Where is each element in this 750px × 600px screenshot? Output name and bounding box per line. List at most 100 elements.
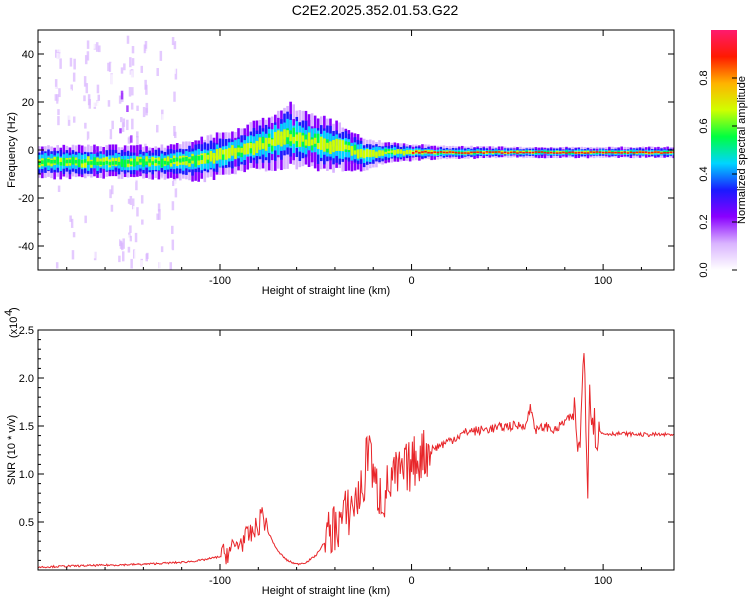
noise-cell xyxy=(170,57,174,68)
ridge-cell xyxy=(369,153,372,158)
noise-cell xyxy=(110,63,114,73)
ridge-cell xyxy=(580,151,584,154)
noise-cell xyxy=(69,57,73,67)
ridge-cell xyxy=(657,151,660,153)
noise-cell xyxy=(145,84,148,95)
ridge-cell xyxy=(87,156,90,165)
noise-cell xyxy=(70,84,73,91)
noise-cell xyxy=(126,105,129,113)
ridge-cell xyxy=(510,151,513,154)
ridge-cell xyxy=(408,151,412,154)
ridge-cell xyxy=(335,145,338,152)
noise-cell xyxy=(173,208,176,220)
ridge-cell xyxy=(215,155,219,161)
ridge-cell xyxy=(206,154,210,160)
noise-cell xyxy=(72,72,76,82)
ridge-cell xyxy=(139,158,142,163)
ridge-cell xyxy=(626,152,630,154)
x-axis-label: Height of straight line (km) xyxy=(262,285,390,297)
noise-cell xyxy=(130,102,134,110)
ridge-cell xyxy=(666,152,669,154)
ridge-cell xyxy=(525,151,528,154)
noise-cell xyxy=(158,208,161,220)
ridge-cell xyxy=(528,150,532,154)
ridge-cell xyxy=(218,148,222,159)
noise-cell xyxy=(109,189,112,199)
y-tick-label: 0 xyxy=(28,145,34,157)
ridge-cell xyxy=(353,144,357,154)
ridge-cell xyxy=(200,155,204,160)
ridge-cell xyxy=(53,159,56,164)
ridge-cell xyxy=(586,150,590,154)
noise-cell xyxy=(140,195,144,204)
ridge-cell xyxy=(99,161,102,165)
ridge-cell xyxy=(430,151,433,154)
ridge-cell xyxy=(93,160,96,165)
noise-cell xyxy=(156,68,159,77)
ridge-cell xyxy=(617,151,620,154)
ridge-cell xyxy=(326,142,329,149)
ridge-cell xyxy=(221,149,225,155)
noise-cell xyxy=(120,234,123,241)
y-tick-label: 40 xyxy=(22,49,34,61)
ridge-cell xyxy=(552,152,556,154)
x-tick-label: 0 xyxy=(408,575,414,587)
noise-cell xyxy=(55,69,58,77)
noise-cell xyxy=(126,119,129,131)
ridge-cell xyxy=(519,151,522,154)
ridge-cell xyxy=(543,151,547,154)
noise-cell xyxy=(86,51,90,61)
ridge-cell xyxy=(212,153,216,158)
ridge-cell xyxy=(80,159,84,168)
noise-cell xyxy=(135,242,138,252)
ridge-cell xyxy=(59,157,63,166)
noise-cell xyxy=(111,120,114,130)
ridge-cell xyxy=(71,160,75,164)
noise-cell xyxy=(110,102,113,110)
noise-cell xyxy=(57,32,61,39)
noise-cell xyxy=(174,188,178,198)
colorbar-tick-label: 0.0 xyxy=(698,262,710,277)
ridge-cell xyxy=(356,149,360,159)
noise-cell xyxy=(133,38,137,48)
ridge-cell xyxy=(41,160,44,164)
noise-cell xyxy=(145,48,149,56)
noise-cell xyxy=(83,243,87,249)
ridge-cell xyxy=(105,160,109,165)
ridge-cell xyxy=(516,152,519,154)
noise-cell xyxy=(173,125,176,136)
ridge-cell xyxy=(399,150,403,153)
ridge-cell xyxy=(175,157,179,162)
noise-cell xyxy=(169,262,173,270)
noise-cell xyxy=(173,41,177,50)
ridge-cell xyxy=(473,151,476,154)
y-tick-label: 2.5 xyxy=(19,325,34,337)
noise-cell xyxy=(58,45,61,53)
ridge-cell xyxy=(338,139,341,151)
noise-cell xyxy=(160,212,164,222)
ridge-cell xyxy=(384,148,387,155)
ridge-cell xyxy=(56,159,59,163)
ridge-cell xyxy=(586,152,590,154)
ridge-cell xyxy=(644,151,648,153)
ridge-cell xyxy=(482,152,486,154)
ridge-cell xyxy=(506,152,510,154)
ridge-cell xyxy=(620,152,623,154)
ridge-cell xyxy=(197,155,200,161)
ridge-cell xyxy=(209,152,213,158)
ridge-cell xyxy=(123,161,127,166)
ridge-cell xyxy=(329,144,332,151)
ridge-cell xyxy=(405,152,409,154)
noise-cell xyxy=(131,118,134,130)
noise-cell xyxy=(123,39,126,45)
ridge-cell xyxy=(178,158,182,163)
noise-cell xyxy=(72,132,75,140)
ridge-cell xyxy=(522,151,525,154)
noise-cell xyxy=(57,49,61,58)
ridge-cell xyxy=(160,159,164,168)
noise-cell xyxy=(141,219,144,225)
noise-cell xyxy=(145,253,148,262)
